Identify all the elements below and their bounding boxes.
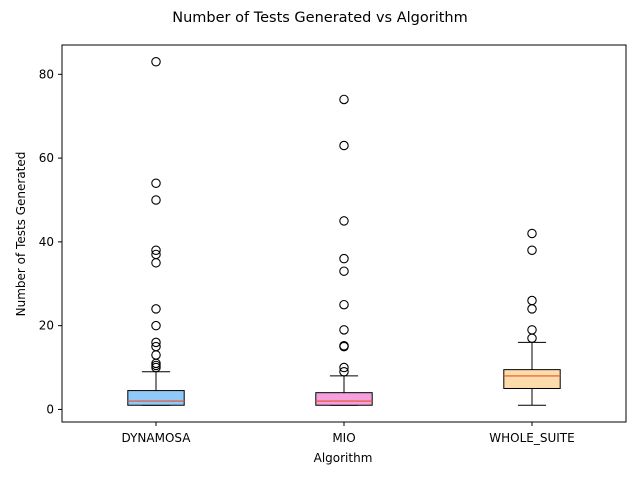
outlier-point — [527, 295, 537, 306]
outlier-point — [151, 350, 161, 360]
outlier-point — [339, 341, 349, 351]
outlier-point — [527, 325, 537, 335]
plot-area: 0 20 40 60 80 DYNAMOSA MIO WHOLE_SUITE — [39, 44, 627, 445]
box-group-dynamosa: DYNAMOSA — [122, 57, 192, 445]
outlier-point — [339, 216, 349, 226]
outlier-point — [151, 258, 161, 268]
outlier-point — [151, 360, 161, 371]
outlier-point — [339, 299, 349, 310]
outlier-point — [527, 228, 537, 239]
outlier-point — [339, 366, 349, 377]
box — [127, 390, 185, 406]
outlier-point — [339, 140, 349, 151]
plot-frame — [61, 44, 627, 423]
x-axis-label: Algorithm — [314, 451, 373, 465]
outlier-point — [151, 249, 161, 260]
x-tick-label: MIO — [332, 431, 355, 445]
box — [315, 392, 373, 406]
x-tick-label: DYNAMOSA — [122, 431, 192, 445]
y-axis-label: Number of Tests Generated — [14, 152, 28, 317]
outlier-point — [339, 362, 349, 373]
outlier-point — [151, 178, 161, 188]
outlier-point — [151, 337, 161, 348]
y-tick-label: 40 — [39, 235, 54, 249]
y-tick-label: 80 — [39, 67, 54, 81]
outlier-point — [527, 304, 537, 314]
outlier-point — [151, 245, 161, 256]
box-group-mio: MIO — [315, 94, 373, 445]
outlier-point — [151, 57, 161, 67]
outlier-point — [339, 266, 349, 276]
outlier-point — [527, 245, 537, 256]
y-tick-label: 0 — [46, 402, 54, 416]
outlier-point — [151, 341, 161, 352]
outlier-point — [339, 253, 349, 264]
chart-title: Number of Tests Generated vs Algorithm — [172, 10, 467, 26]
outlier-point — [339, 94, 349, 105]
x-tick-label: WHOLE_SUITE — [489, 431, 574, 445]
y-tick-label: 20 — [39, 319, 54, 333]
y-tick-label: 60 — [39, 151, 54, 165]
box-group-whole_suite: WHOLE_SUITE — [489, 228, 575, 445]
outlier-point — [527, 333, 537, 343]
box — [503, 369, 561, 389]
outlier-point — [339, 325, 349, 335]
outlier-point — [151, 320, 161, 331]
outlier-point — [151, 304, 161, 314]
outlier-point — [151, 195, 161, 205]
